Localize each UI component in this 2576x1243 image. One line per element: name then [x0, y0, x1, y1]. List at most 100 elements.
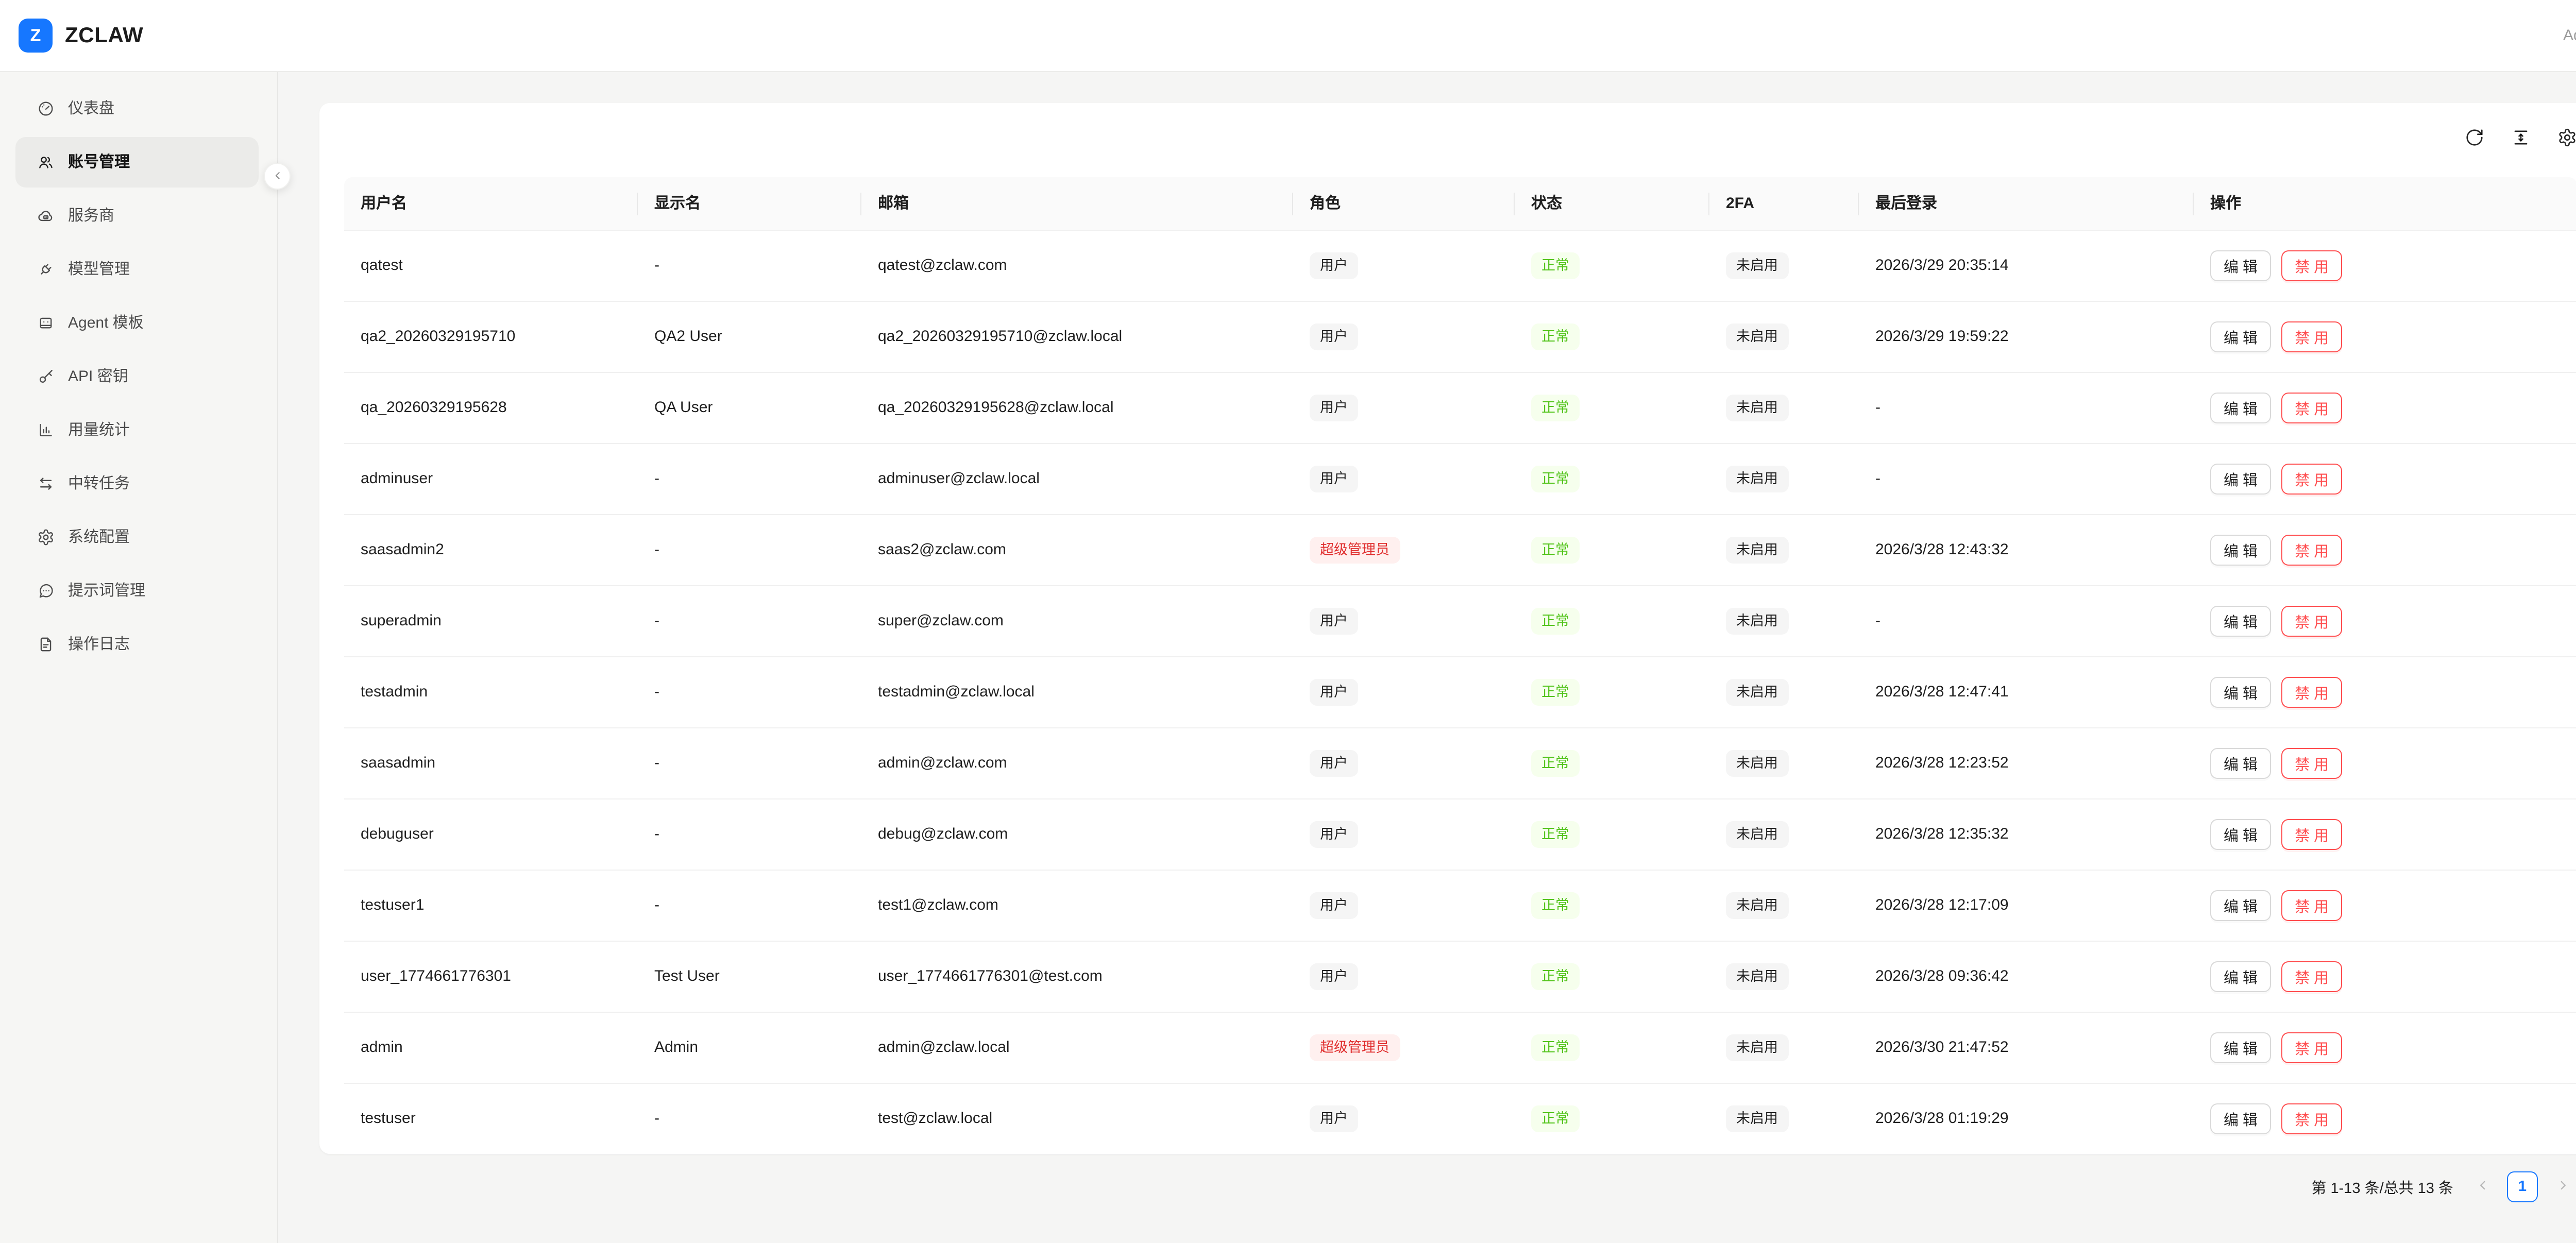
sidebar-item-accounts[interactable]: 账号管理 [15, 137, 259, 188]
table-row: superadmin - super@zclaw.com 用户 正常 未启用 -… [344, 586, 2576, 657]
status-badge: 正常 [1531, 963, 1580, 990]
display-name-cell: QA2 User [654, 328, 722, 345]
disable-button[interactable]: 禁 用 [2281, 819, 2343, 850]
column-header: 邮箱 [861, 177, 1293, 231]
pagination-page-1[interactable]: 1 [2507, 1171, 2538, 1202]
disable-button[interactable]: 禁 用 [2281, 321, 2343, 352]
table-row: testuser - test@zclaw.local 用户 正常 未启用 20… [344, 1084, 2576, 1155]
sidebar-item-providers[interactable]: 服务商 [15, 191, 259, 241]
email-cell: qa2_20260329195710@zclaw.local [878, 328, 1123, 345]
edit-button[interactable]: 编 辑 [2210, 250, 2272, 281]
sidebar-item-system-config[interactable]: 系统配置 [15, 512, 259, 563]
role-badge: 用户 [1310, 252, 1358, 279]
username-cell: testadmin [361, 683, 428, 701]
edit-button[interactable]: 编 辑 [2210, 464, 2272, 495]
edit-button[interactable]: 编 辑 [2210, 606, 2272, 637]
role-badge: 用户 [1310, 608, 1358, 635]
settings-icon [2557, 128, 2576, 150]
edit-button[interactable]: 编 辑 [2210, 393, 2272, 423]
sidebar-item-label: 仪表盘 [68, 100, 115, 117]
display-name-cell: - [654, 470, 659, 487]
settings-button[interactable] [2557, 128, 2576, 150]
gear-icon [37, 529, 55, 546]
disable-button[interactable]: 禁 用 [2281, 464, 2343, 495]
username-cell: superadmin [361, 612, 442, 629]
display-name-cell: - [654, 825, 659, 843]
email-cell: debug@zclaw.com [878, 825, 1008, 843]
chevron-right-icon [2556, 1179, 2569, 1195]
sidebar-item-usage-stats[interactable]: 用量统计 [15, 405, 259, 455]
edit-button[interactable]: 编 辑 [2210, 1103, 2272, 1134]
disable-button[interactable]: 禁 用 [2281, 1032, 2343, 1063]
refresh-button[interactable] [2465, 128, 2484, 150]
edit-button[interactable]: 编 辑 [2210, 890, 2272, 921]
key-icon [37, 368, 55, 385]
sidebar-item-models[interactable]: 模型管理 [15, 244, 259, 295]
disable-button[interactable]: 禁 用 [2281, 393, 2343, 423]
sidebar-nav: 仪表盘 账号管理 服务商 模型管理 Agent 模板 API 密钥 用量统计 中… [0, 83, 277, 670]
table-row: user_1774661776301 Test User user_177466… [344, 942, 2576, 1013]
sidebar-collapse-button[interactable] [264, 163, 291, 190]
sidebar-item-prompts[interactable]: 提示词管理 [15, 566, 259, 616]
sidebar-item-label: 系统配置 [68, 529, 130, 546]
display-name-cell: - [654, 257, 659, 274]
username-cell: admin [361, 1038, 403, 1056]
column-height-button[interactable] [2511, 128, 2531, 150]
email-cell: qatest@zclaw.com [878, 257, 1007, 274]
sidebar-item-operation-logs[interactable]: 操作日志 [15, 619, 259, 670]
sidebar-item-label: 操作日志 [68, 636, 130, 653]
row-actions: 编 辑 禁 用 [2210, 250, 2561, 281]
email-cell: super@zclaw.com [878, 612, 1004, 629]
disable-button[interactable]: 禁 用 [2281, 748, 2343, 779]
users-icon [37, 154, 55, 171]
row-actions: 编 辑 禁 用 [2210, 606, 2561, 637]
disable-button[interactable]: 禁 用 [2281, 606, 2343, 637]
bar-chart-icon [37, 421, 55, 439]
username-cell: debuguser [361, 825, 434, 843]
sidebar-item-dashboard[interactable]: 仪表盘 [15, 83, 259, 134]
last-login-cell: 2026/3/30 21:47:52 [1875, 1038, 2009, 1056]
table-row: admin Admin admin@zclaw.local 超级管理员 正常 未… [344, 1013, 2576, 1084]
table-row: qa_20260329195628 QA User qa_20260329195… [344, 373, 2576, 444]
disable-button[interactable]: 禁 用 [2281, 535, 2343, 566]
username-cell: testuser1 [361, 896, 425, 914]
pagination-prev-button[interactable] [2468, 1172, 2497, 1201]
username-cell: saasadmin [361, 754, 436, 772]
twofa-badge: 未启用 [1726, 750, 1788, 777]
sidebar-item-api-keys[interactable]: API 密钥 [15, 351, 259, 402]
pagination-next-button[interactable] [2548, 1172, 2576, 1201]
status-badge: 正常 [1531, 537, 1580, 564]
edit-button[interactable]: 编 辑 [2210, 535, 2272, 566]
sidebar-item-agent-templates[interactable]: Agent 模板 [15, 298, 259, 348]
username-cell: saasadmin2 [361, 541, 444, 558]
status-badge: 正常 [1531, 395, 1580, 421]
row-actions: 编 辑 禁 用 [2210, 321, 2561, 352]
status-badge: 正常 [1531, 821, 1580, 848]
row-actions: 编 辑 禁 用 [2210, 677, 2561, 708]
sidebar-item-label: API 密钥 [68, 368, 128, 385]
disable-button[interactable]: 禁 用 [2281, 677, 2343, 708]
edit-button[interactable]: 编 辑 [2210, 677, 2272, 708]
sidebar-item-relay-tasks[interactable]: 中转任务 [15, 458, 259, 509]
edit-button[interactable]: 编 辑 [2210, 1032, 2272, 1063]
brand-name: ZCLAW [65, 23, 144, 47]
role-badge: 用户 [1310, 892, 1358, 919]
disable-button[interactable]: 禁 用 [2281, 961, 2343, 992]
edit-button[interactable]: 编 辑 [2210, 819, 2272, 850]
file-text-icon [37, 636, 55, 653]
sidebar-item-label: 提示词管理 [68, 582, 146, 600]
twofa-badge: 未启用 [1726, 963, 1788, 990]
role-badge: 用户 [1310, 395, 1358, 421]
edit-button[interactable]: 编 辑 [2210, 961, 2272, 992]
twofa-badge: 未启用 [1726, 252, 1788, 279]
edit-button[interactable]: 编 辑 [2210, 321, 2272, 352]
chevron-left-icon [2476, 1179, 2489, 1195]
sidebar-item-label: 用量统计 [68, 421, 130, 439]
admin-user-menu[interactable]: Admin [2563, 27, 2576, 44]
column-height-icon [2511, 128, 2531, 150]
disable-button[interactable]: 禁 用 [2281, 250, 2343, 281]
disable-button[interactable]: 禁 用 [2281, 1103, 2343, 1134]
edit-button[interactable]: 编 辑 [2210, 748, 2272, 779]
disable-button[interactable]: 禁 用 [2281, 890, 2343, 921]
